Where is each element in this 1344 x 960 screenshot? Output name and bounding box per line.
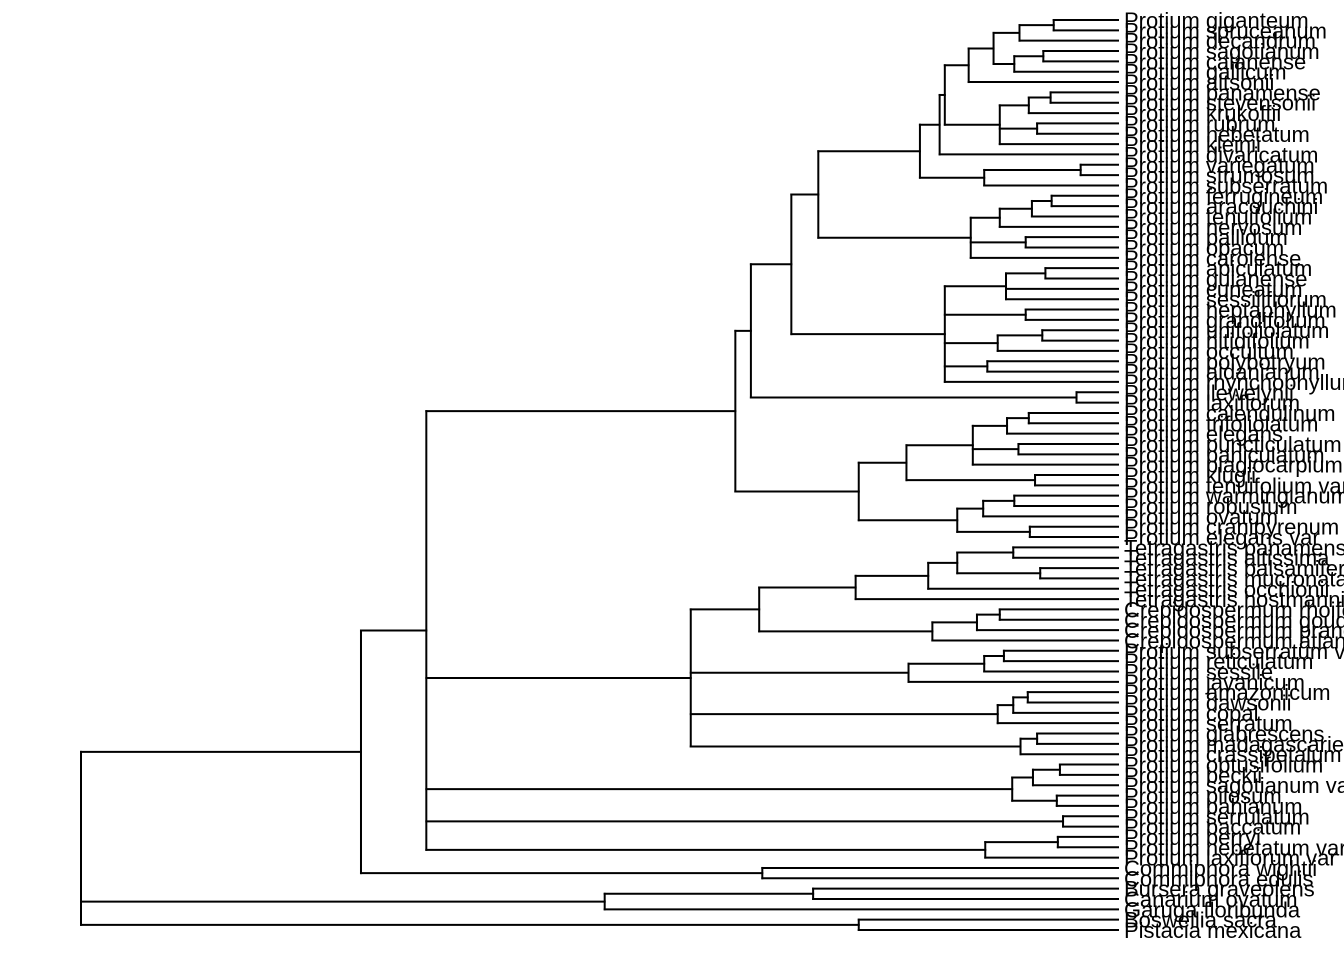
- tip-label: Protium nitidifolium: [1124, 329, 1310, 354]
- tip-label: Protium guianense: [1124, 267, 1307, 292]
- tip-label: Protium berryi: [1124, 825, 1261, 850]
- tip-label: Protium pallidum: [1124, 225, 1288, 250]
- tip-label: Protium laxiflorum var: [1124, 846, 1337, 871]
- tip-label: Commiphora wightii: [1124, 856, 1317, 881]
- tip-label: Protium glabrescens: [1124, 722, 1325, 747]
- tip-label: Protium trifoliolatum: [1124, 411, 1318, 436]
- tip-label: Protium decandrum: [1124, 29, 1316, 54]
- tip-label: Protium spruceanum: [1124, 18, 1327, 43]
- tip-label: Protium tenuifolium var: [1124, 473, 1344, 498]
- tip-label: Protium polybotryum: [1124, 349, 1326, 374]
- tip-label: Protium cuneatum: [1124, 277, 1303, 302]
- tip-label: Protium strumosum: [1124, 163, 1315, 188]
- tip-label: Protium tenuifolium: [1124, 204, 1312, 229]
- tip-label: Protium warmingianum: [1124, 484, 1344, 509]
- tip-label: Protium javanicum: [1124, 670, 1305, 695]
- tip-label: Garuga floribunda: [1124, 897, 1301, 922]
- tip-label: Protium cranipyrenum: [1124, 515, 1339, 540]
- tip-label: Commiphora edulis: [1124, 866, 1314, 891]
- tip-label: Protium madagascariense: [1124, 732, 1344, 757]
- tip-label: Protium obtusifolium: [1124, 753, 1323, 778]
- tip-label: Tetragastris balsamifera: [1124, 556, 1344, 581]
- tip-label: Protium hebetatum: [1124, 122, 1310, 147]
- tip-label: Protium carolense: [1124, 246, 1301, 271]
- tip-label: Protium sessile: [1124, 659, 1273, 684]
- tip-label: Tetragastris hostmannii: [1124, 587, 1344, 612]
- tip-label: Protium apiculatum: [1124, 256, 1312, 281]
- tip-label: Protium serrulatum: [1124, 804, 1310, 829]
- tip-label: Protium calanense: [1124, 49, 1306, 74]
- tip-label: Protium plagiocarpium: [1124, 453, 1343, 478]
- tip-label: Protium laxiflorum: [1124, 391, 1300, 416]
- tip-label: Tetragastris occhionii: [1124, 577, 1329, 602]
- tip-label: Protium klugii: [1124, 463, 1256, 488]
- tip-label: Protium panamense: [1124, 80, 1321, 105]
- tip-label: Protium subserratum: [1124, 173, 1328, 198]
- tip-label: Protium heptaphyllum: [1124, 298, 1337, 323]
- tip-label: Protium gallicum: [1124, 60, 1287, 85]
- tip-label: Protium ferrugineum: [1124, 184, 1323, 209]
- tip-label: Protium grandifolium: [1124, 308, 1326, 333]
- tip-label: Protium beckii: [1124, 763, 1262, 788]
- tip-label: Protium hebetatum var: [1124, 835, 1344, 860]
- tip-label: Protium puncticulatum: [1124, 432, 1342, 457]
- tip-label: Protium copal: [1124, 701, 1259, 726]
- tip-label: Protium amazonicum: [1124, 680, 1331, 705]
- tip-label: Protium elegans: [1124, 422, 1283, 447]
- tip-label: Protium variegatum: [1124, 153, 1315, 178]
- tip-label: Protium sessiliflorum: [1124, 287, 1327, 312]
- tip-label: Boswellia sacra: [1124, 908, 1278, 933]
- tip-label: Crepidospermum rhoifolium: [1124, 597, 1344, 622]
- tip-label: Protium nervosum: [1124, 215, 1303, 240]
- tip-label: Protium pilosum: [1124, 784, 1282, 809]
- tip-label: Protium reticulatum: [1124, 649, 1314, 674]
- tip-label: Protium baccatum: [1124, 815, 1301, 840]
- tip-label: Protium aidanianum: [1124, 360, 1320, 385]
- tip-label: Canarium ovatum: [1124, 887, 1298, 912]
- tip-label: Protium occultum: [1124, 339, 1294, 364]
- tip-label: Crepidospermum prancei: [1124, 618, 1344, 643]
- tip-label: Bursera graveolens: [1124, 877, 1315, 902]
- tip-label: Protium kleinii: [1124, 132, 1261, 157]
- tip-label: Protium unifoliolatum: [1124, 318, 1329, 343]
- tip-label: Protium paniculatum: [1124, 442, 1325, 467]
- tip-label: Protium calendulinum: [1124, 401, 1336, 426]
- tip-label: Protium rubrum: [1124, 111, 1276, 136]
- tip-label: Tetragastris mucronata: [1124, 566, 1344, 591]
- tip-label: Protium stevensonii: [1124, 91, 1316, 116]
- tip-label: Protium krukoffii: [1124, 101, 1281, 126]
- tip-label: Protium bahianum: [1124, 794, 1303, 819]
- tip-label: Protium crassipetalum: [1124, 742, 1342, 767]
- tip-label: Protium ovatum: [1124, 504, 1278, 529]
- tip-label: Protium giganteum: [1124, 8, 1309, 33]
- tip-label: Protium robustum: [1124, 494, 1298, 519]
- tip-label: Pistacia mexicana: [1124, 918, 1302, 943]
- tip-label: Protium altsonii: [1124, 70, 1274, 95]
- tip-label: Protium serratum: [1124, 711, 1293, 736]
- tip-label: Protium divaricatum: [1124, 142, 1318, 167]
- tip-label: Tetragastris panamensis: [1124, 535, 1344, 560]
- tip-label: Protium sagotianum: [1124, 39, 1320, 64]
- tip-label: Protium aracouchini: [1124, 194, 1318, 219]
- tip-label: Protium subserratum var: [1124, 639, 1344, 664]
- tip-label: Protium opacum: [1124, 236, 1284, 261]
- tip-label: Protium elegans var: [1124, 525, 1320, 550]
- tip-label: Protium sagotianum var: [1124, 773, 1344, 798]
- tip-label: Crepidospermum atlanticum: [1124, 628, 1344, 653]
- tip-label: Protium dawsonii: [1124, 691, 1292, 716]
- tip-label: Protium rhynchophyllum: [1124, 370, 1344, 395]
- tip-label: Crepidospermum goudotianum: [1124, 608, 1344, 633]
- tip-label: Protium llewelynii: [1124, 380, 1294, 405]
- tip-label: Tetragastris altissima: [1124, 546, 1330, 571]
